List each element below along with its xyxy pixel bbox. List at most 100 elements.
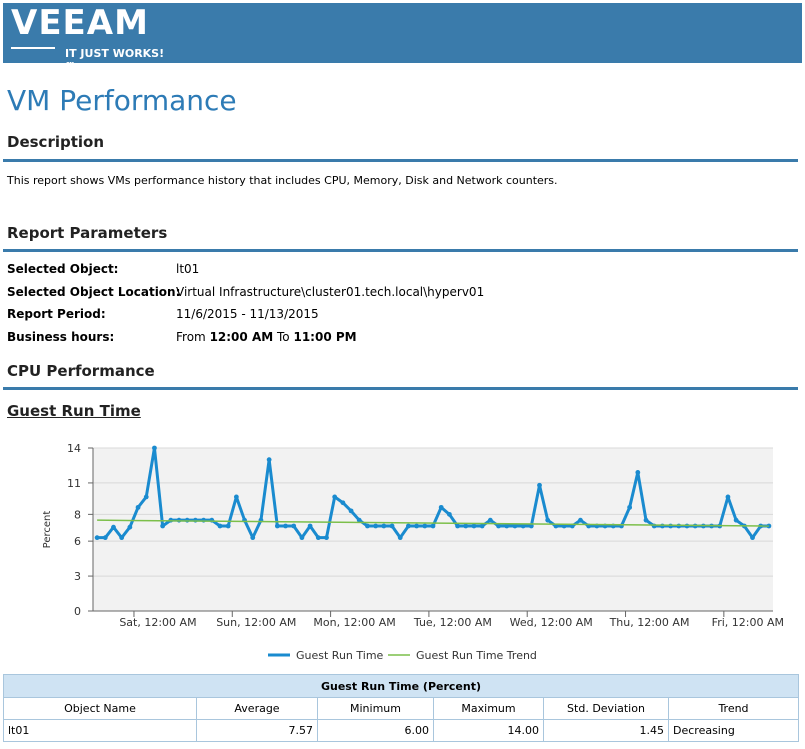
data-point (496, 523, 501, 529)
header-banner: VEEAM IT JUST WORKS!™ (3, 3, 802, 73)
data-point (676, 523, 682, 529)
selected-object-label: Selected Object: (7, 262, 119, 276)
data-point (668, 523, 673, 529)
legend-label: Guest Run Time Trend (416, 649, 537, 662)
data-point (111, 524, 116, 530)
data-point (643, 517, 649, 523)
data-point (471, 523, 477, 529)
cell-average: 7.57 (196, 719, 318, 742)
data-point (94, 535, 100, 541)
y-tick-label: 6 (74, 535, 81, 548)
data-point (373, 523, 379, 529)
col-header: Maximum (433, 697, 544, 720)
hours-value: From 12:00 AM To 11:00 PM (176, 330, 357, 344)
table-caption: Guest Run Time (Percent) (3, 674, 799, 698)
section-divider (3, 387, 798, 390)
data-point (455, 523, 460, 529)
data-point (356, 517, 362, 523)
period-value: 11/6/2015 - 11/13/2015 (176, 307, 319, 321)
data-point (725, 494, 731, 500)
data-point (274, 523, 280, 529)
data-point (184, 517, 190, 523)
data-point (332, 494, 338, 500)
data-point (487, 517, 493, 523)
hours-label: Business hours: (7, 330, 115, 344)
data-point (422, 523, 428, 529)
plot-area (93, 448, 773, 611)
col-header: Std. Deviation (543, 697, 669, 720)
x-tick-label: Wed, 12:00 AM (510, 616, 593, 629)
data-point (750, 535, 755, 541)
table-row: lt01 7.57 6.00 14.00 1.45 Decreasing (3, 719, 799, 742)
logo-underline (11, 47, 55, 49)
data-point (266, 457, 272, 463)
data-point (463, 523, 469, 529)
x-tick-label: Sun, 12:00 AM (216, 616, 296, 629)
data-point (127, 524, 133, 530)
logo-tagline: IT JUST WORKS!™ (65, 47, 165, 73)
data-point (233, 494, 239, 500)
data-point (528, 523, 534, 529)
data-point (389, 523, 395, 529)
data-point (193, 517, 198, 523)
description-heading: Description (7, 133, 105, 151)
data-point (225, 523, 231, 529)
y-tick-label: 11 (67, 477, 81, 490)
data-point (397, 535, 403, 541)
location-value: Virtual Infrastructure\cluster01.tech.lo… (176, 285, 485, 299)
cell-minimum: 6.00 (317, 719, 434, 742)
trend-line (97, 519, 769, 527)
data-point (348, 508, 354, 514)
results-table: Guest Run Time (Percent) Object Name Ave… (3, 674, 799, 742)
y-tick-label: 3 (74, 570, 81, 583)
hours-start: 12:00 AM (209, 330, 274, 344)
data-point (324, 535, 329, 541)
location-label: Selected Object Location: (7, 285, 181, 299)
data-point (446, 511, 452, 517)
cell-maximum: 14.00 (433, 719, 544, 742)
data-point (250, 535, 256, 541)
data-point (291, 523, 297, 529)
y-tick-label: 8 (74, 508, 81, 521)
table-header-row: Object Name Average Minimum Maximum Std.… (3, 697, 799, 720)
data-point (520, 523, 526, 529)
data-point (340, 500, 346, 506)
x-tick-label: Fri, 12:00 AM (712, 616, 784, 629)
cell-object-name: lt01 (3, 719, 197, 742)
y-axis-label: Percent (42, 511, 53, 549)
x-tick-label: Sat, 12:00 AM (119, 616, 196, 629)
data-point (119, 535, 125, 541)
y-tick-label: 0 (74, 605, 81, 618)
y-tick-label: 14 (67, 442, 81, 455)
data-point (635, 470, 641, 475)
x-tick-label: Thu, 12:00 AM (609, 616, 690, 629)
data-point (381, 523, 387, 529)
page-title: VM Performance (7, 84, 237, 117)
data-point (578, 517, 583, 523)
data-point (733, 517, 739, 523)
guest-run-time-chart: 0 3 6 8 11 14 Sat, 12:00 AM Sun, 12:00 AM Mon, 1… (42, 442, 784, 662)
cell-trend: Decreasing (668, 719, 799, 742)
data-point (365, 523, 370, 529)
data-point (537, 482, 542, 488)
data-point (627, 504, 633, 510)
parameters-heading: Report Parameters (7, 224, 168, 242)
data-point (315, 535, 321, 541)
x-tick-label: Mon, 12:00 AM (313, 616, 395, 629)
cell-std-deviation: 1.45 (543, 719, 669, 742)
data-point (430, 523, 436, 529)
description-text: This report shows VMs performance histor… (7, 174, 558, 187)
hours-from: From (176, 330, 206, 344)
data-point (152, 445, 157, 451)
section-divider (3, 159, 798, 162)
hours-end: 11:00 PM (293, 330, 357, 344)
data-point (283, 523, 288, 529)
data-point (512, 523, 518, 529)
cpu-heading: CPU Performance (7, 362, 155, 380)
logo-wordmark: VEEAM (11, 3, 149, 43)
data-point (217, 523, 223, 529)
data-point (414, 523, 420, 529)
data-point (504, 523, 510, 529)
data-point (143, 494, 149, 500)
selected-object-value: lt01 (176, 262, 200, 276)
